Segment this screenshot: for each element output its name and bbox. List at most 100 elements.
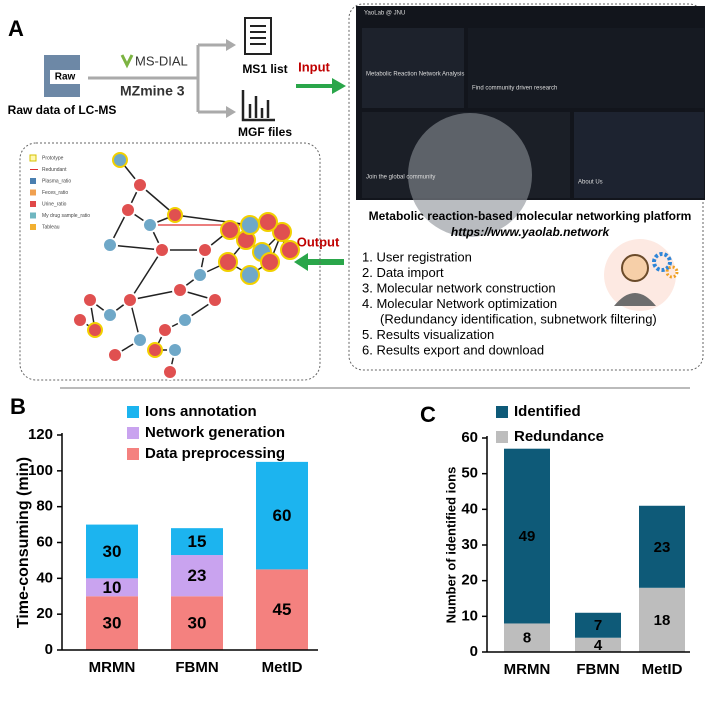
network-node bbox=[112, 152, 128, 168]
screen-text: YaoLab @ JNU bbox=[364, 11, 405, 17]
x-tick-label: MetID bbox=[642, 661, 683, 678]
network-node bbox=[142, 217, 158, 233]
data-label: 15 bbox=[188, 532, 207, 551]
data-label: 45 bbox=[273, 600, 292, 619]
avatar-face bbox=[621, 254, 649, 282]
step: 6. Results export and download bbox=[362, 342, 544, 357]
bar-segment bbox=[639, 505, 685, 588]
platform-title: Metabolic reaction-based molecular netwo… bbox=[369, 209, 692, 223]
network-node bbox=[132, 332, 148, 348]
network-node bbox=[207, 292, 223, 308]
network-node bbox=[258, 212, 278, 232]
bar-segment bbox=[575, 612, 621, 638]
network-node bbox=[82, 292, 98, 308]
network-node bbox=[102, 307, 118, 323]
y-tick-label: 100 bbox=[28, 462, 53, 479]
raw-text: Raw bbox=[55, 72, 76, 83]
output-arrow bbox=[294, 253, 344, 271]
y-tick-label: 30 bbox=[461, 536, 478, 553]
output-label: MS1 list bbox=[242, 62, 287, 76]
bar-segment bbox=[575, 637, 621, 652]
screen-card bbox=[362, 28, 464, 108]
network-node bbox=[220, 220, 240, 240]
legend-text: Tableau bbox=[42, 224, 60, 230]
bar-segment bbox=[256, 569, 308, 650]
doc-lines bbox=[250, 25, 266, 45]
screen-card bbox=[574, 112, 704, 198]
network-node bbox=[72, 312, 88, 328]
network-node bbox=[218, 252, 238, 272]
raw-tag bbox=[50, 70, 80, 84]
output-flow-label: Output bbox=[297, 234, 340, 249]
legend-swatch bbox=[29, 154, 37, 162]
legend-text: My drug sample_ratio bbox=[42, 213, 90, 219]
legend-swatch bbox=[30, 178, 36, 184]
panel-label: A bbox=[8, 16, 24, 41]
avatar-body bbox=[614, 293, 656, 306]
screen-card bbox=[468, 28, 704, 108]
y-tick-label: 50 bbox=[461, 465, 478, 482]
data-label: 23 bbox=[654, 539, 671, 556]
network-legend: Prototype Redundant Plasma_ratio Feces_rati… bbox=[29, 154, 90, 230]
legend-swatch bbox=[496, 431, 508, 443]
network-node bbox=[87, 322, 103, 338]
data-label: 30 bbox=[103, 614, 122, 633]
y-tick-label: 60 bbox=[461, 429, 478, 446]
network-node bbox=[197, 242, 213, 258]
flow-branch bbox=[196, 43, 228, 114]
legend-swatch bbox=[127, 427, 139, 439]
data-label: 49 bbox=[519, 528, 536, 545]
gear-icon bbox=[665, 265, 679, 279]
screen-globe bbox=[408, 113, 532, 237]
y-tick-label: 80 bbox=[36, 498, 53, 515]
network-edge bbox=[174, 214, 251, 226]
y-axis-label: Number of identified ions bbox=[443, 467, 458, 624]
y-tick-label: 40 bbox=[461, 500, 478, 517]
step: (Redundancy identification, subnetwork f… bbox=[380, 311, 657, 326]
legend-swatch bbox=[30, 189, 36, 196]
legend-label: Identified bbox=[514, 403, 581, 420]
bar-segment bbox=[86, 596, 138, 650]
data-label: 23 bbox=[188, 566, 207, 585]
bar-segment bbox=[86, 578, 138, 597]
network-edge bbox=[109, 244, 163, 251]
x-tick-label: MetID bbox=[262, 659, 303, 676]
y-tick-label: 0 bbox=[470, 643, 478, 660]
screen-text: Join the global community bbox=[366, 175, 435, 181]
panel-label: C bbox=[420, 402, 436, 427]
network-node bbox=[167, 207, 183, 223]
legend-swatch bbox=[496, 406, 508, 418]
bar-segment bbox=[171, 555, 223, 597]
network bbox=[72, 152, 300, 380]
input-arrow bbox=[296, 78, 346, 94]
data-label: 60 bbox=[273, 506, 292, 525]
legend-label: Data preprocessing bbox=[145, 445, 285, 462]
bar-segment bbox=[256, 461, 308, 570]
network-node bbox=[240, 265, 260, 285]
data-label: 8 bbox=[523, 630, 531, 647]
data-label: 4 bbox=[594, 637, 603, 654]
flow-arrowheads bbox=[226, 39, 236, 118]
data-label: 10 bbox=[103, 578, 122, 597]
source-label: Raw data of LC-MS bbox=[8, 103, 117, 117]
legend-label: Redundance bbox=[514, 428, 604, 445]
bar-segment bbox=[639, 587, 685, 652]
y-axis-label: Time-consuming (min) bbox=[15, 457, 32, 628]
legend-label: Network generation bbox=[145, 424, 285, 441]
network-node bbox=[102, 237, 118, 253]
network-node bbox=[120, 202, 136, 218]
network-node bbox=[162, 364, 178, 380]
doc-icon bbox=[244, 17, 272, 55]
network-node bbox=[167, 342, 183, 358]
bar-segment bbox=[171, 596, 223, 650]
output-label: MGF files bbox=[238, 125, 292, 139]
platform-url: https://www.yaolab.network bbox=[451, 225, 611, 239]
screen-text: Find community driven research bbox=[472, 86, 557, 92]
gear-icon bbox=[652, 252, 672, 272]
network-node bbox=[132, 177, 148, 193]
network-node bbox=[177, 312, 193, 328]
network-edge bbox=[129, 289, 181, 301]
legend-text: Urine_ratio bbox=[42, 201, 67, 207]
